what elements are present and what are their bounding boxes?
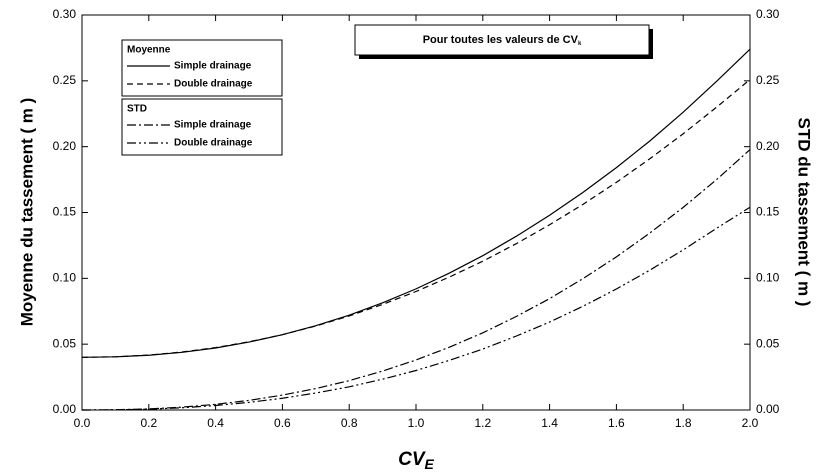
x-tick-label: 1.6 [608, 416, 625, 430]
x-tick-label: 1.2 [474, 416, 491, 430]
y-tick-label: 0.20 [53, 139, 77, 153]
y-tick-label: 0.05 [53, 336, 77, 350]
y2-tick-label: 0.25 [756, 73, 780, 87]
y-tick-label: 0.25 [53, 73, 77, 87]
legend-title: STD [127, 104, 147, 115]
y2-tick-label: 0.15 [756, 205, 780, 219]
x-axis-title-main: CV [398, 449, 426, 470]
y2-tick-label: 0.30 [756, 7, 780, 21]
x-tick-label: 0.4 [207, 416, 224, 430]
y-tick-label: 0.30 [53, 7, 77, 21]
legend-label: Double drainage [174, 79, 253, 90]
y2-tick-label: 0.10 [756, 271, 780, 285]
x-tick-label: 0.6 [274, 416, 291, 430]
annotation-main: Pour toutes les valeurs de CV [423, 34, 579, 46]
legend-box [121, 98, 283, 156]
legend-label: Simple drainage [174, 120, 252, 131]
annotation-sub: k [578, 41, 582, 47]
y2-axis-title: STD du tassement ( m ) [795, 118, 814, 307]
legend-label: Simple drainage [174, 61, 252, 72]
y2-tick-label: 0.00 [756, 402, 780, 416]
y-tick-label: 0.10 [53, 271, 77, 285]
x-tick-label: 0.8 [341, 416, 358, 430]
x-tick-label: 1.0 [408, 416, 425, 430]
series-line [81, 206, 751, 411]
legend-title: Moyenne [127, 45, 171, 56]
x-tick-label: 0.2 [140, 416, 157, 430]
y-axis-title: Moyenne du tassement ( m ) [17, 98, 36, 327]
legend-label: Double drainage [174, 138, 253, 149]
x-tick-label: 1.8 [675, 416, 692, 430]
y-tick-label: 0.15 [53, 205, 77, 219]
x-axis-title: CVE [398, 449, 434, 472]
legend-box [121, 39, 283, 97]
x-tick-label: 1.4 [541, 416, 558, 430]
series-line [81, 79, 751, 358]
y2-tick-label: 0.05 [756, 336, 780, 350]
annotation: Pour toutes les valeurs de CVk [423, 34, 582, 47]
y-tick-label: 0.00 [53, 402, 77, 416]
y2-tick-label: 0.20 [756, 139, 780, 153]
x-axis-title-sub: E [425, 456, 435, 472]
x-tick-label: 2.0 [742, 416, 759, 430]
annotation-box [354, 24, 650, 56]
x-tick-label: 0.0 [74, 416, 91, 430]
